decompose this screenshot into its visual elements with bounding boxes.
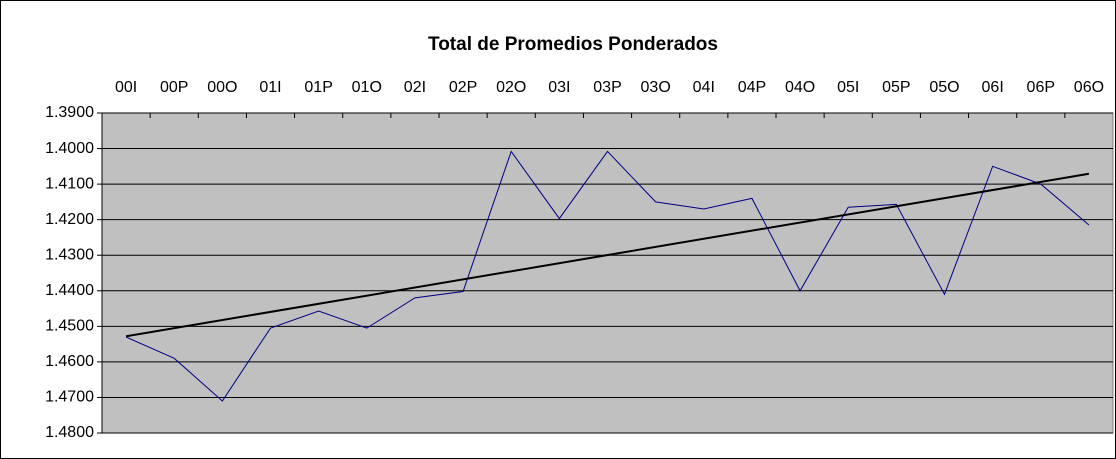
chart-title: Total de Promedios Ponderados (428, 34, 718, 55)
x-tick-label: 04P (738, 79, 766, 96)
x-tick-label: 00I (115, 79, 137, 96)
y-tick-label: 1.4000 (45, 140, 94, 157)
y-tick-label: 1.4200 (45, 211, 94, 228)
x-tick-label: 03O (641, 79, 671, 96)
x-tick-label: 04O (785, 79, 815, 96)
x-tick-label: 02O (496, 79, 526, 96)
y-tick-label: 1.3900 (45, 104, 94, 121)
x-tick-label: 01I (259, 79, 281, 96)
y-tick-label: 1.4300 (45, 246, 94, 263)
x-tick-label: 05O (929, 79, 959, 96)
y-tick-label: 1.4100 (45, 175, 94, 192)
data-line (125, 150, 1090, 402)
x-tick-label: 00P (160, 79, 188, 96)
x-tick-label: 00O (207, 79, 237, 96)
x-tick-label: 06P (1027, 79, 1055, 96)
x-tick-label: 02I (404, 79, 426, 96)
x-tick-label: 01P (304, 79, 332, 96)
x-tick-label: 02P (449, 79, 477, 96)
y-tick-label: 1.4500 (45, 318, 94, 335)
x-tick-label: 06I (982, 79, 1004, 96)
trendline (125, 172, 1090, 338)
y-tick-label: 1.4600 (45, 353, 94, 370)
x-tick-label: 03I (548, 79, 570, 96)
x-tick-label: 01O (352, 79, 382, 96)
y-tick-label: 1.4800 (45, 424, 94, 441)
x-tick-label: 04I (693, 79, 715, 96)
plot-area (101, 112, 1114, 434)
y-tick-label: 1.4700 (45, 389, 94, 406)
x-tick-label: 05I (837, 79, 859, 96)
x-tick-label: 05P (882, 79, 910, 96)
y-tick-label: 1.4400 (45, 282, 94, 299)
x-tick-label: 03P (593, 79, 621, 96)
x-tick-label: 06O (1074, 79, 1104, 96)
